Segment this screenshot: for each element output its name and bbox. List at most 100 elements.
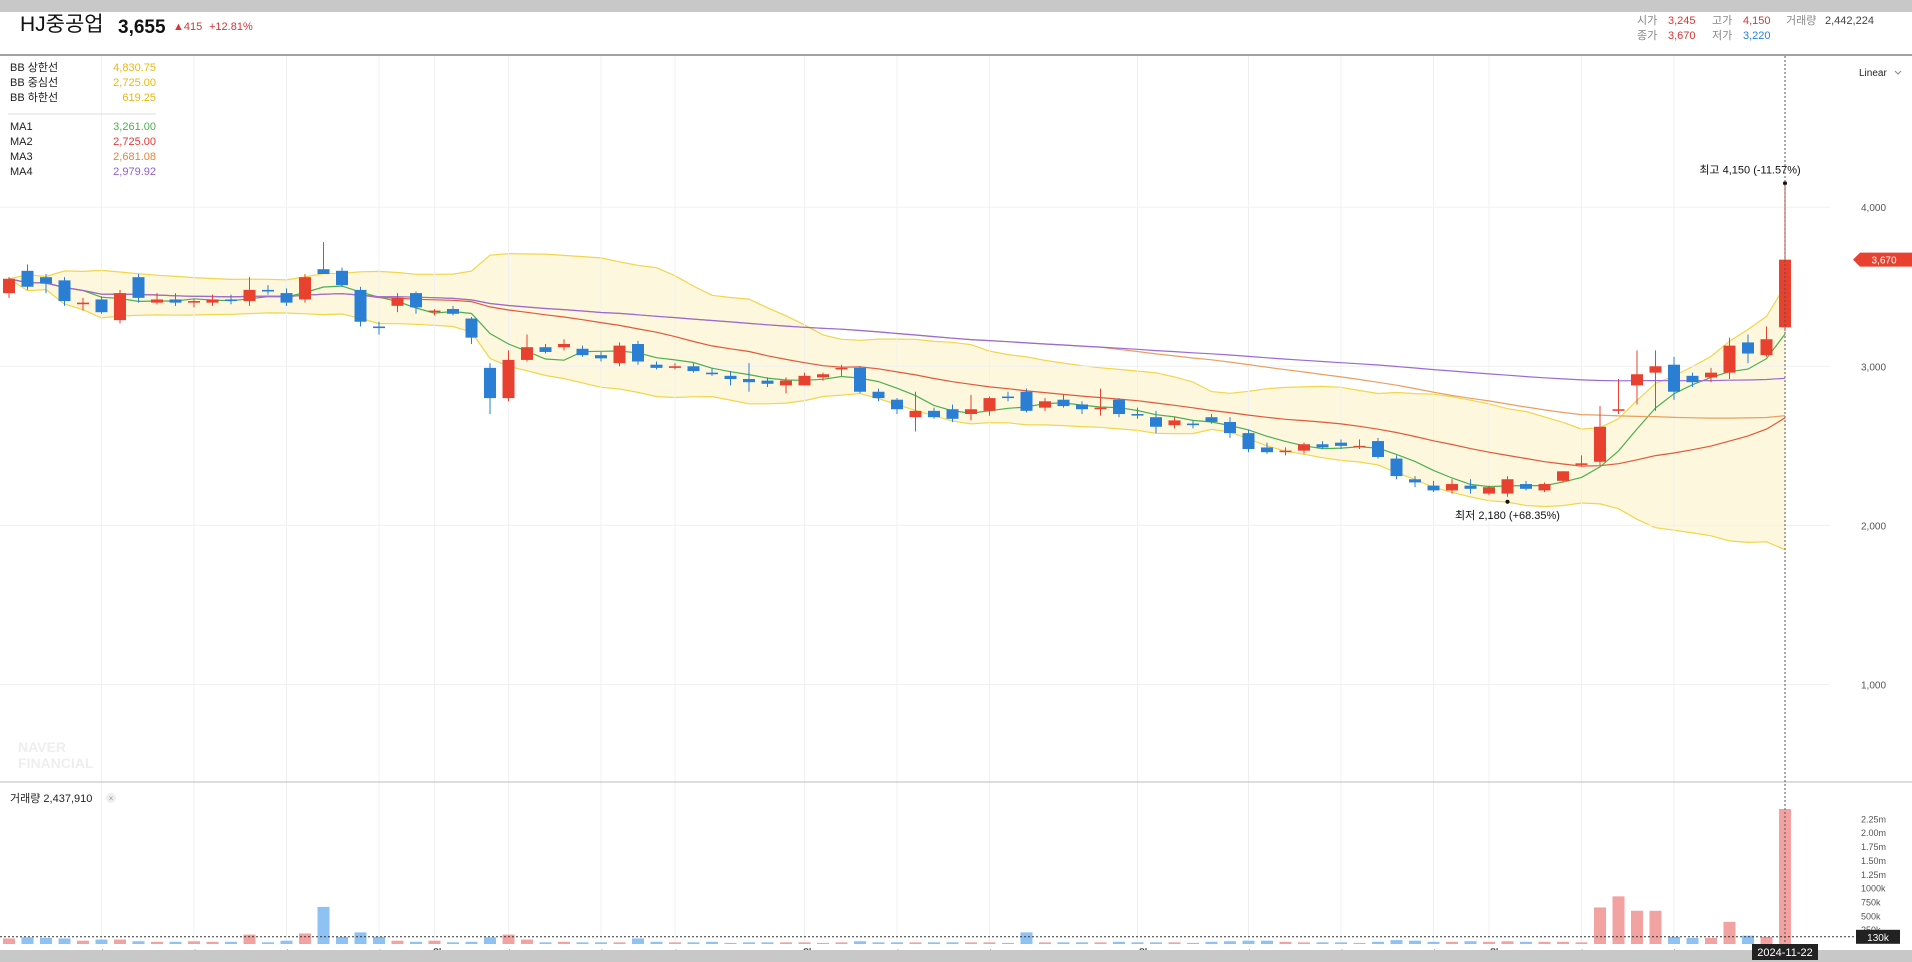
volume-bar bbox=[391, 940, 404, 944]
volume-tick-label: 2.25m bbox=[1861, 814, 1886, 824]
candle-body bbox=[1686, 375, 1699, 383]
volume-bar bbox=[650, 941, 663, 944]
volume-bar bbox=[1002, 942, 1014, 944]
legend-bb-upper-label: BB 상한선 bbox=[10, 61, 58, 74]
candle-body bbox=[1168, 420, 1181, 426]
legend-ma4-value: 2,979.92 bbox=[113, 166, 156, 178]
candle bbox=[1705, 367, 1717, 383]
candle-body bbox=[169, 299, 182, 303]
volume-bar bbox=[1742, 935, 1754, 944]
volume-bar bbox=[58, 938, 71, 944]
candle-body bbox=[3, 278, 15, 294]
volume-bar bbox=[687, 942, 700, 944]
candle bbox=[1464, 479, 1477, 494]
volume-bar bbox=[132, 941, 145, 944]
candle-body bbox=[632, 344, 644, 362]
volume-close-button[interactable]: × bbox=[106, 793, 116, 803]
candle bbox=[1076, 401, 1088, 415]
candle bbox=[687, 363, 700, 373]
candle-body bbox=[1076, 404, 1088, 410]
candle bbox=[1409, 476, 1421, 488]
candle-body bbox=[391, 297, 404, 306]
volume-bar bbox=[706, 941, 718, 944]
volume-bar bbox=[521, 939, 533, 944]
candle-body bbox=[336, 270, 348, 286]
y-tick-label: 4,000 bbox=[1861, 203, 1886, 214]
candle-body bbox=[114, 293, 126, 321]
scale-selector[interactable]: Linear bbox=[1859, 68, 1902, 79]
volume-bar bbox=[835, 942, 848, 944]
volume-bar bbox=[1205, 941, 1218, 944]
candle-body bbox=[465, 318, 478, 338]
volume-bar bbox=[909, 942, 922, 944]
volume-bar bbox=[114, 939, 126, 944]
candle bbox=[1538, 482, 1551, 492]
low-marker bbox=[1505, 499, 1510, 504]
volume-bar bbox=[1575, 942, 1588, 944]
volume-bar bbox=[1224, 941, 1236, 944]
candle bbox=[3, 277, 15, 298]
candle-body bbox=[1668, 364, 1680, 392]
volume-bar bbox=[1631, 910, 1643, 944]
volume-bar bbox=[1039, 942, 1051, 944]
volume-bar bbox=[280, 940, 293, 944]
volume-bar bbox=[1409, 940, 1421, 944]
volume-bar bbox=[1446, 941, 1458, 944]
candle-body bbox=[1113, 399, 1125, 415]
volume-bar bbox=[1464, 941, 1477, 944]
candle bbox=[1205, 414, 1218, 424]
stock-name: HJ중공업 bbox=[20, 13, 104, 36]
volume-bar bbox=[1168, 942, 1181, 944]
candle bbox=[1131, 407, 1144, 419]
volume-bar bbox=[1279, 941, 1292, 944]
legend-ma1-value: 3,261.00 bbox=[113, 121, 156, 133]
candle bbox=[1224, 417, 1236, 438]
high-marker bbox=[1783, 181, 1787, 186]
volume-bar bbox=[21, 937, 34, 944]
volume-bar bbox=[410, 941, 422, 944]
volume-bar bbox=[669, 942, 681, 944]
candle-body bbox=[1372, 441, 1384, 457]
candle bbox=[724, 371, 737, 386]
volume-bar bbox=[447, 942, 459, 944]
candle-body bbox=[1020, 391, 1033, 411]
candle bbox=[761, 377, 774, 387]
candle-body bbox=[299, 277, 311, 300]
legend-ma3-label: MA3 bbox=[10, 151, 33, 163]
close-value: 3,670 bbox=[1668, 30, 1696, 42]
candle-body bbox=[724, 375, 737, 380]
volume-bar bbox=[1723, 921, 1736, 944]
close-label: 종가 bbox=[1637, 29, 1657, 42]
current-price-tag-label: 3,670 bbox=[1871, 256, 1896, 267]
volume-bar bbox=[1094, 942, 1107, 944]
candle-body bbox=[1224, 421, 1236, 434]
candle-body bbox=[558, 344, 570, 348]
candle bbox=[798, 372, 811, 386]
watermark-logo: NAVER FINANCIAL bbox=[18, 739, 94, 771]
candle bbox=[1686, 372, 1699, 387]
candle bbox=[576, 345, 589, 357]
candle-body bbox=[1131, 414, 1144, 416]
volume-bar bbox=[1538, 941, 1551, 944]
candle-body bbox=[539, 347, 552, 352]
volume-bar bbox=[317, 906, 330, 944]
candle bbox=[243, 277, 256, 306]
candle-body bbox=[21, 270, 34, 287]
indicator-legend: BB 상한선 4,830.75 BB 중심선 2,725.00 BB 하한선 6… bbox=[8, 61, 156, 178]
candle-body bbox=[1427, 485, 1440, 491]
current-volume-tag-label: 130k bbox=[1867, 933, 1890, 944]
volume-bar bbox=[354, 932, 367, 944]
candle bbox=[835, 364, 848, 376]
volume-bar bbox=[1298, 942, 1310, 944]
volume-bar bbox=[595, 942, 607, 944]
volume-bar bbox=[539, 942, 552, 944]
volume-bar bbox=[1316, 942, 1329, 944]
volume-bar bbox=[780, 942, 792, 944]
candle bbox=[983, 396, 996, 416]
candle-body bbox=[1353, 445, 1366, 447]
candle-body bbox=[484, 367, 496, 399]
candle-body bbox=[650, 364, 663, 368]
open-value: 3,245 bbox=[1668, 15, 1696, 27]
price-change-pct: +12.81% bbox=[209, 21, 253, 33]
